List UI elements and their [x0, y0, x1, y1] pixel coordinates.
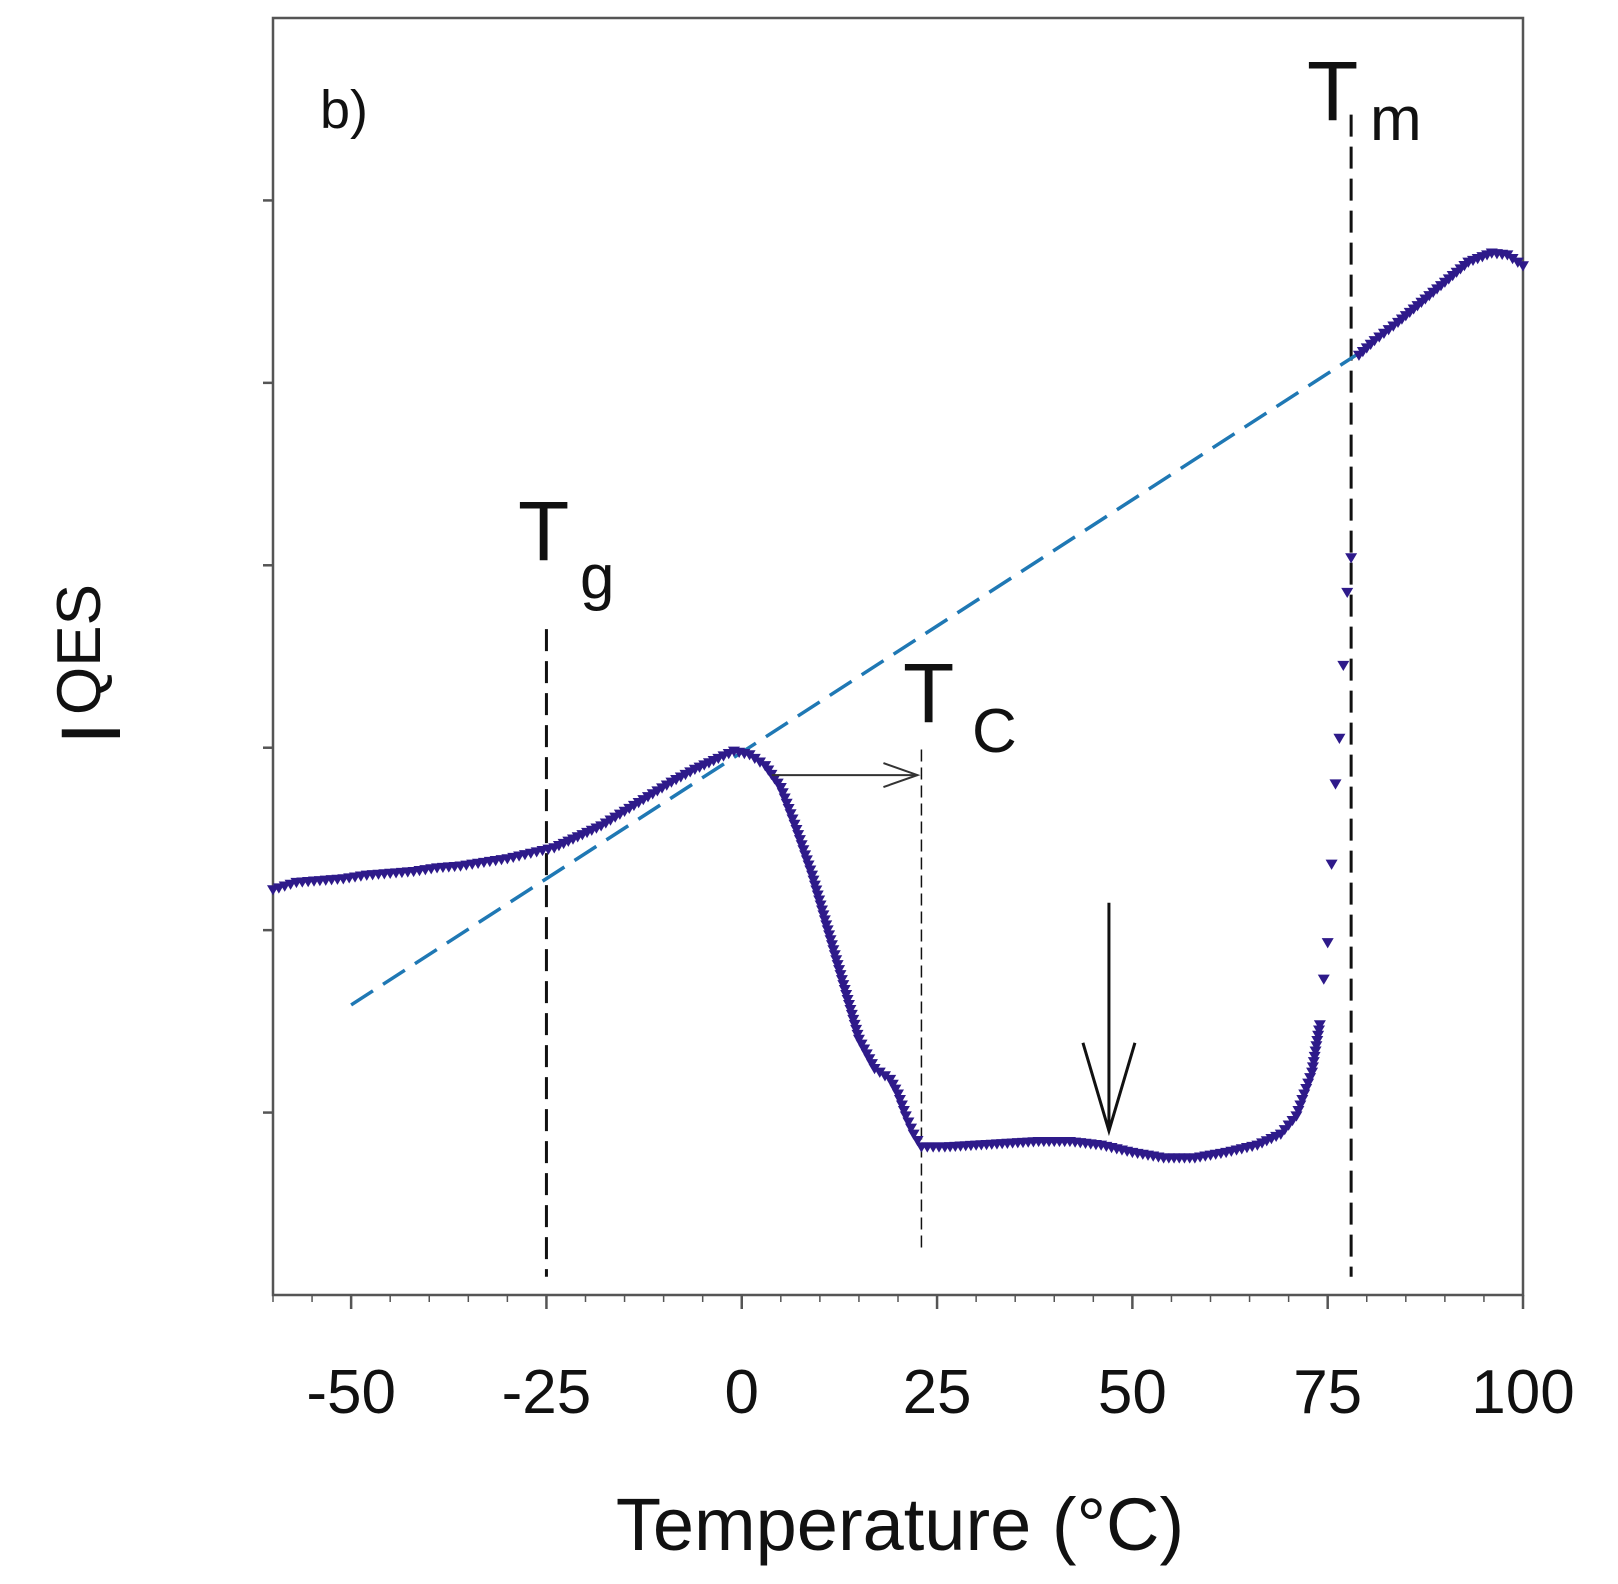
annotation-tm-sub: m: [1370, 85, 1422, 154]
data-point: [780, 798, 793, 809]
data-point: [899, 1111, 912, 1122]
data-point: [1312, 1030, 1325, 1041]
y-axis-title-sub: QES: [45, 584, 114, 715]
data-point: [748, 753, 761, 765]
data-point: [1325, 859, 1338, 870]
data-point: [1337, 660, 1350, 672]
data-point: [907, 1129, 920, 1140]
data-point: [784, 809, 797, 820]
data-point: [786, 814, 799, 825]
x-tick-label: -25: [502, 1358, 592, 1427]
x-tick-label: 75: [1293, 1358, 1362, 1427]
data-point: [776, 788, 789, 799]
data-point: [1313, 1020, 1326, 1031]
data-point: [1511, 257, 1524, 268]
data-point: [1341, 587, 1354, 599]
data-point: [895, 1100, 908, 1111]
data-point: [1317, 974, 1330, 985]
data-point: [1517, 261, 1529, 272]
data-point: [753, 757, 766, 768]
tc-arrow-head: [883, 762, 921, 789]
data-point: [1506, 254, 1519, 265]
data-point: [1501, 250, 1514, 261]
data-point: [774, 783, 787, 794]
plot-area: [271, 16, 1525, 1297]
data-point: [897, 1105, 910, 1117]
data-point: [1310, 1041, 1323, 1052]
x-tick-label: 50: [1098, 1358, 1167, 1427]
linear-fit-line: [350, 346, 1368, 1007]
data-point: [1307, 1057, 1320, 1068]
data-point: [1313, 1025, 1326, 1036]
data-point: [782, 804, 795, 815]
data-point: [1333, 733, 1346, 744]
annotation-tc-main: T: [903, 646, 954, 740]
annotation-tg-sub: g: [580, 543, 614, 612]
data-point: [1311, 1036, 1324, 1047]
x-axis-title: Temperature (°C): [616, 1483, 1184, 1566]
x-tick-label: 0: [725, 1358, 759, 1427]
data-point: [873, 1067, 886, 1078]
x-tick-label: 25: [903, 1358, 972, 1427]
data-point: [743, 750, 756, 761]
data-point: [905, 1123, 918, 1134]
data-point: [892, 1089, 904, 1100]
data-point: [778, 793, 791, 804]
data-point: [1309, 1046, 1322, 1057]
x-tick-label: 100: [1471, 1358, 1574, 1427]
x-tick-label: -50: [306, 1358, 396, 1427]
data-point: [1321, 938, 1334, 949]
data-point: [893, 1095, 906, 1106]
data-point: [868, 1063, 881, 1075]
data-point: [1329, 779, 1342, 790]
data-point: [1345, 553, 1358, 564]
annotation-tc-sub: C: [972, 697, 1017, 766]
data-point: [878, 1071, 891, 1082]
annotation-tm-main: T: [1307, 44, 1358, 138]
data-point: [911, 1136, 924, 1147]
data-point: [1306, 1067, 1319, 1078]
data-point: [902, 1117, 915, 1128]
data-point: [1308, 1051, 1321, 1063]
data-point: [1306, 1062, 1319, 1073]
data-point: [788, 819, 801, 830]
down-arrow-head: [1081, 1042, 1137, 1137]
panel-label: b): [320, 80, 368, 140]
annotation-tg-main: T: [518, 484, 569, 578]
y-axis-title-main: I: [44, 722, 138, 745]
